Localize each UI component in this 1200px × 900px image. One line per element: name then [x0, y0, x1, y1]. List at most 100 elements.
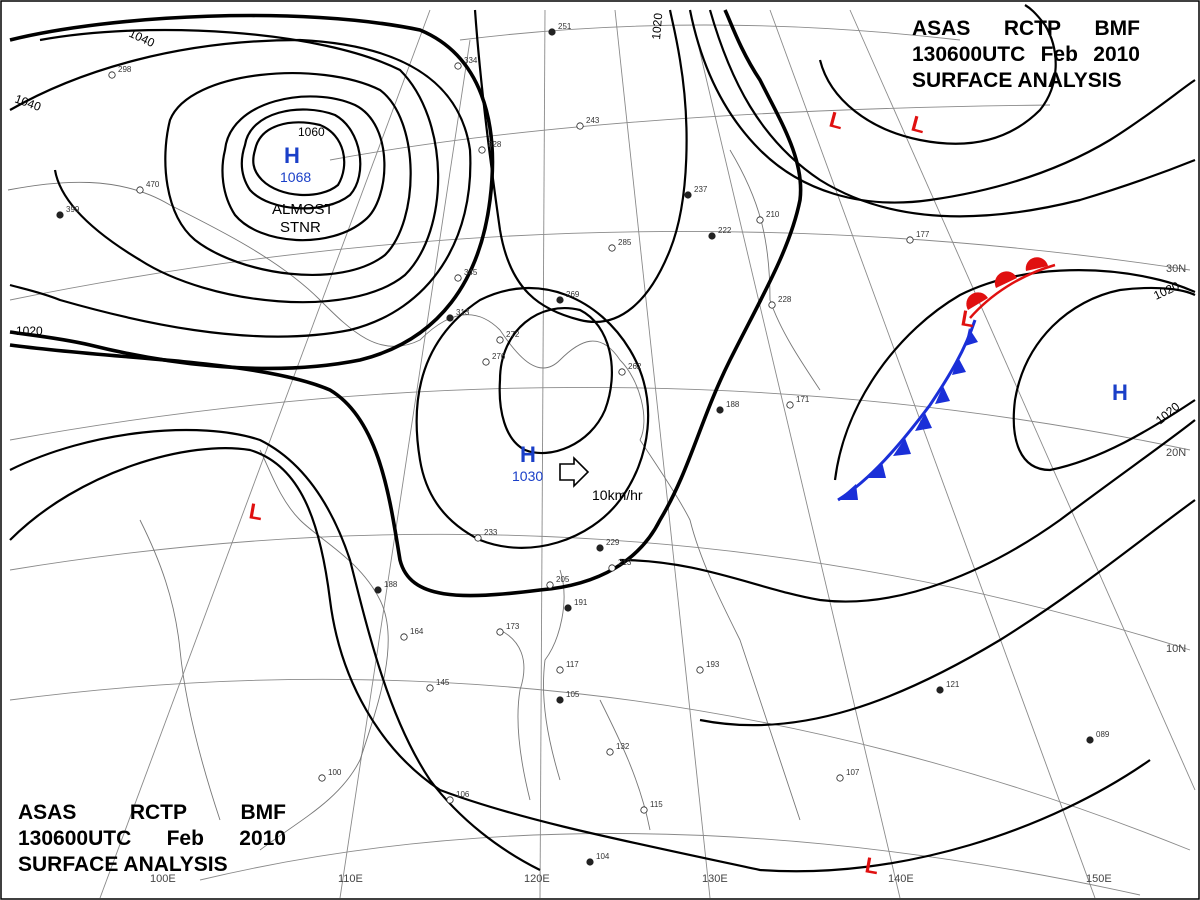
station-pressure-value: 177 [916, 230, 930, 239]
coastlines [7, 149, 821, 851]
station-pressure-value: 272 [506, 330, 520, 339]
station-marker [108, 71, 116, 79]
movement-speed-label: 10km/hr [592, 487, 643, 503]
station-marker [548, 28, 556, 36]
station-pressure-value: 100 [328, 768, 342, 777]
pressure-centers: H 1068 H 1030 H L L L L L [247, 107, 1128, 880]
cold-front [837, 319, 978, 502]
title-year: 2010 [1093, 43, 1140, 66]
stationary-label: STNR [280, 219, 321, 236]
isobar-label: 1060 [298, 125, 325, 139]
station-pressure-value: 228 [778, 295, 792, 304]
station-marker [454, 274, 462, 282]
high-pressure-value: 1068 [280, 169, 311, 185]
station-pressure-value: 104 [596, 852, 610, 861]
station-marker [756, 216, 764, 224]
station-marker [608, 244, 616, 252]
station-pressure-value: 117 [566, 660, 579, 669]
stationary-label: ALMOST [272, 201, 334, 218]
station-pressure-value: 243 [586, 116, 600, 125]
longitude-label: 100E [150, 873, 176, 885]
grid-labels: 100E 110E 120E 130E 140E 150E 30N 20N 10… [150, 263, 1186, 885]
map-title-top-right: ASAS RCTP BMF 130600UTC Feb 2010 SURFACE… [912, 16, 1140, 94]
station-pressure-value: 269 [566, 290, 580, 299]
station-pressure-value: 276 [492, 352, 506, 361]
station-marker [1086, 736, 1094, 744]
title-type: SURFACE ANALYSIS [18, 853, 228, 876]
high-pressure-symbol: H [284, 143, 300, 168]
station-pressure-value: 105 [566, 690, 580, 699]
longitude-label: 140E [888, 873, 914, 885]
warm-front [966, 257, 1056, 319]
station-pressure-value: 345 [464, 268, 478, 277]
station-pressure-value: 334 [464, 56, 478, 65]
station-pressure-value: 399 [66, 205, 80, 214]
station-pressure-value: 313 [456, 308, 470, 317]
station-marker [56, 211, 64, 219]
station-marker [400, 633, 408, 641]
station-marker [696, 666, 704, 674]
title-source: BMF [1094, 17, 1141, 40]
station-marker [556, 696, 564, 704]
station-marker [768, 301, 776, 309]
station-marker [786, 401, 794, 409]
station-pressure-value: 115 [650, 800, 663, 809]
movement-arrow-icon [559, 456, 590, 488]
isobars [9, 4, 1196, 873]
title-month: Feb [166, 827, 204, 850]
station-pressure-value: 213 [618, 558, 632, 567]
station-pressure-value: 205 [556, 575, 570, 584]
low-pressure-symbol: L [863, 852, 881, 879]
station-pressure-value: 328 [488, 140, 502, 149]
station-pressure-value: 164 [410, 627, 424, 636]
title-time: 130600UTC [912, 43, 1026, 66]
title-type: SURFACE ANALYSIS [912, 69, 1122, 92]
station-marker [586, 858, 594, 866]
latitude-label: 30N [1166, 263, 1186, 275]
latitude-label: 10N [1166, 643, 1186, 655]
station-marker [318, 774, 326, 782]
station-marker [716, 406, 724, 414]
station-marker [426, 684, 434, 692]
station-pressure-value: 233 [484, 528, 498, 537]
station-marker [576, 122, 584, 130]
station-pressure-value: 285 [618, 238, 632, 247]
station-marker [640, 806, 648, 814]
station-marker [684, 191, 692, 199]
station-pressure-value: 470 [146, 180, 160, 189]
station-marker [608, 564, 616, 572]
station-marker [374, 586, 382, 594]
station-pressure-value: 298 [118, 65, 132, 74]
station-pressure-value: 222 [718, 226, 732, 235]
high-pressure-symbol: H [520, 442, 536, 467]
station-marker [496, 628, 504, 636]
station-marker [482, 358, 490, 366]
high-pressure-symbol: H [1112, 380, 1128, 405]
station-marker [606, 748, 614, 756]
longitude-label: 110E [338, 873, 363, 885]
station-marker [618, 368, 626, 376]
title-time: 130600UTC [18, 827, 132, 850]
isobar-label: 1020 [649, 12, 665, 40]
station-plots: 251 334 243 237 285 345 313 276 272 269 262 233 229 2… [56, 22, 1110, 866]
station-marker [474, 534, 482, 542]
annotations: ALMOST STNR 10km/hr [272, 201, 643, 503]
station-marker [454, 62, 462, 70]
station-marker [708, 232, 716, 240]
station-pressure-value: 193 [706, 660, 720, 669]
longitude-label: 150E [1086, 873, 1112, 885]
low-pressure-symbol: L [247, 498, 265, 525]
map-title-bottom-left: ASAS RCTP BMF 130600UTC Feb 2010 SURFACE… [18, 800, 286, 878]
station-marker [906, 236, 914, 244]
station-marker [546, 581, 554, 589]
title-product: ASAS [18, 801, 77, 824]
station-marker [836, 774, 844, 782]
title-product: ASAS [912, 17, 971, 40]
longitude-label: 120E [524, 873, 550, 885]
station-marker [596, 544, 604, 552]
station-marker [564, 604, 572, 612]
station-pressure-value: 237 [694, 185, 708, 194]
station-marker [936, 686, 944, 694]
title-station: RCTP [129, 801, 188, 824]
